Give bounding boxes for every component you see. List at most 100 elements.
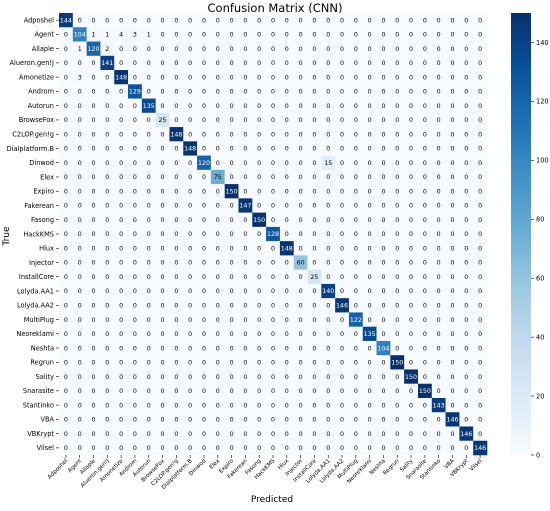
cell-value-label: 0 bbox=[161, 174, 165, 181]
cell-value-label: 0 bbox=[381, 402, 385, 409]
cell-value-label: 0 bbox=[271, 60, 275, 67]
heatmap-cell bbox=[473, 269, 488, 285]
heatmap-cell bbox=[459, 127, 474, 142]
heatmap-cell bbox=[238, 397, 253, 413]
cell-value-label: 0 bbox=[119, 60, 123, 67]
cell-value-label: 0 bbox=[312, 217, 316, 224]
cell-value-label: 0 bbox=[285, 231, 289, 238]
cell-value-label: 0 bbox=[450, 260, 454, 267]
cell-value-label: 0 bbox=[64, 260, 68, 267]
heatmap-cell bbox=[293, 98, 308, 114]
heatmap-cell bbox=[376, 55, 391, 71]
cell-value-label: 0 bbox=[312, 245, 316, 252]
cell-value-label: 0 bbox=[464, 32, 468, 39]
cell-value-label: 0 bbox=[478, 245, 482, 252]
heatmap-cell bbox=[100, 412, 115, 427]
cell-value-label: 0 bbox=[271, 274, 275, 281]
heatmap-cell bbox=[183, 312, 198, 327]
cell-value-label: 0 bbox=[188, 317, 192, 324]
cell-value-label: 75 bbox=[214, 174, 222, 181]
heatmap-cell bbox=[183, 383, 198, 399]
cell-value-label: 0 bbox=[368, 431, 372, 438]
heatmap-cell bbox=[183, 355, 198, 370]
heatmap-cell bbox=[348, 298, 364, 313]
cell-value-label: 0 bbox=[119, 402, 123, 409]
cell-value-label: 0 bbox=[326, 117, 330, 124]
cell-value-label: 0 bbox=[230, 274, 234, 281]
y-tick-label: Allaple bbox=[32, 45, 54, 53]
cell-value-label: 0 bbox=[326, 331, 330, 338]
cell-value-label: 0 bbox=[478, 231, 482, 238]
heatmap-cell bbox=[224, 412, 239, 427]
cell-value-label: 0 bbox=[161, 188, 165, 195]
cell-value-label: 0 bbox=[409, 32, 413, 39]
cell-value-label: 0 bbox=[64, 417, 68, 424]
cell-value-label: 0 bbox=[437, 217, 441, 224]
cell-value-label: 0 bbox=[78, 360, 82, 367]
heatmap-cell bbox=[141, 55, 156, 71]
heatmap-cell bbox=[335, 141, 350, 156]
heatmap-cell bbox=[307, 70, 322, 85]
cell-value-label: 0 bbox=[243, 417, 247, 424]
cell-value-label: 0 bbox=[230, 345, 234, 352]
cell-value-label: 129 bbox=[129, 89, 141, 96]
heatmap-cell bbox=[86, 226, 101, 242]
cell-value-label: 0 bbox=[285, 431, 289, 438]
heatmap-cell bbox=[114, 412, 129, 427]
heatmap-cell bbox=[362, 326, 377, 342]
heatmap-cell bbox=[59, 326, 74, 342]
heatmap-cell bbox=[183, 340, 198, 356]
heatmap-cell bbox=[362, 255, 377, 270]
heatmap-cell bbox=[238, 326, 253, 342]
heatmap-cell bbox=[197, 198, 212, 213]
heatmap-cell bbox=[293, 127, 308, 142]
cell-value-label: 0 bbox=[92, 288, 96, 295]
heatmap-cell bbox=[155, 98, 170, 114]
cell-value-label: 0 bbox=[243, 60, 247, 67]
heatmap-cell bbox=[197, 355, 212, 370]
heatmap-cell bbox=[72, 70, 87, 85]
heatmap-cell bbox=[224, 298, 239, 313]
heatmap-cell bbox=[238, 184, 253, 199]
heatmap-cell bbox=[321, 212, 336, 228]
cell-value-label: 0 bbox=[423, 402, 427, 409]
heatmap-cell bbox=[459, 340, 474, 356]
cell-value-label: 0 bbox=[64, 32, 68, 39]
heatmap-cell bbox=[348, 41, 364, 57]
cell-value-label: 0 bbox=[202, 260, 206, 267]
heatmap-cell bbox=[141, 112, 156, 128]
cell-value-label: 0 bbox=[147, 302, 151, 309]
cell-value-label: 0 bbox=[395, 345, 399, 352]
heatmap-cell bbox=[473, 169, 488, 185]
cell-value-label: 0 bbox=[133, 345, 137, 352]
heatmap-cells: 144 0 0 0 0 0 0 0 0 0 0 0 0 0 0 0 0 0 0 0 0 0 0 0 0 0 0 0 0 0 00 104 1 1 4… bbox=[59, 13, 488, 456]
cell-value-label: 0 bbox=[78, 402, 82, 409]
heatmap-cell bbox=[404, 426, 419, 442]
heatmap-cell bbox=[141, 13, 156, 28]
y-tick-label: Fakerean bbox=[24, 202, 54, 210]
cell-value-label: 0 bbox=[161, 160, 165, 167]
cell-value-label: 0 bbox=[105, 288, 109, 295]
cell-value-label: 0 bbox=[174, 217, 178, 224]
heatmap-cell bbox=[169, 369, 184, 385]
heatmap-cell bbox=[210, 440, 225, 456]
heatmap-cell bbox=[279, 84, 295, 99]
heatmap-cell bbox=[293, 198, 308, 213]
cell-value-label: 0 bbox=[133, 360, 137, 367]
cell-value-label: 0 bbox=[299, 160, 303, 167]
cell-value-label: 0 bbox=[105, 117, 109, 124]
cell-value-label: 0 bbox=[464, 402, 468, 409]
heatmap-cell bbox=[279, 412, 295, 427]
cell-value-label: 0 bbox=[161, 374, 165, 381]
heatmap-cell bbox=[390, 241, 405, 256]
heatmap-cell bbox=[376, 440, 391, 456]
cell-value-label: 0 bbox=[271, 331, 275, 338]
heatmap-cell bbox=[197, 41, 212, 57]
heatmap-cell bbox=[473, 98, 488, 114]
heatmap-cell bbox=[224, 112, 239, 128]
cell-value-label: 0 bbox=[216, 288, 220, 295]
heatmap-cell bbox=[293, 241, 308, 256]
cell-value-label: 0 bbox=[174, 245, 178, 252]
cell-value-label: 0 bbox=[147, 117, 151, 124]
heatmap-cell bbox=[114, 312, 129, 327]
